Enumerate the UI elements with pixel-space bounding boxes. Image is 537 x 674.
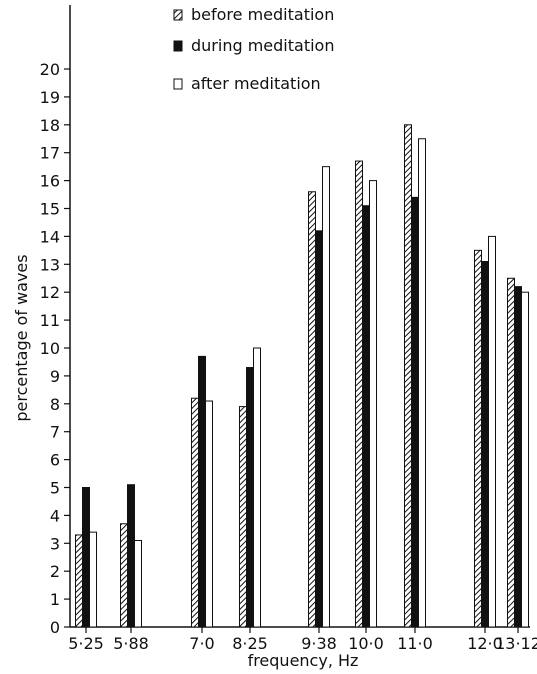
bar-solid xyxy=(481,261,489,628)
bar-open xyxy=(418,138,426,628)
bar-solid xyxy=(246,367,254,628)
legend-label: before meditation xyxy=(191,5,334,24)
x-tick-label: 12·0 xyxy=(467,634,503,653)
legend: before meditation during meditation after … xyxy=(173,5,334,93)
bars xyxy=(75,124,529,628)
y-tick-label: 15 xyxy=(40,200,60,219)
x-tick-label: 11·0 xyxy=(397,634,433,653)
bar-open xyxy=(369,180,377,628)
bar-open xyxy=(488,235,496,628)
y-tick-label: 0 xyxy=(50,618,60,637)
y-tick-label: 16 xyxy=(40,172,60,191)
x-tick-label: 13·12 xyxy=(495,634,537,653)
legend-label: during meditation xyxy=(191,36,334,55)
y-tick-label: 19 xyxy=(40,88,60,107)
y-tick-label: 1 xyxy=(50,590,60,609)
y-tick-label: 8 xyxy=(50,395,60,414)
bar-hatched xyxy=(239,406,247,628)
bar-open xyxy=(521,291,529,628)
y-tick-label: 3 xyxy=(50,534,60,553)
y-tick-label: 4 xyxy=(50,506,60,525)
x-tick-label: 8·25 xyxy=(232,634,268,653)
bar-hatched xyxy=(355,160,363,628)
y-tick-label: 6 xyxy=(50,451,60,470)
y-tick-label: 11 xyxy=(40,311,60,330)
bar-hatched xyxy=(191,397,199,628)
y-tick-label: 14 xyxy=(40,227,60,246)
y-tick-label: 2 xyxy=(50,562,60,581)
bar-solid xyxy=(82,487,90,628)
bar-hatched xyxy=(474,249,482,628)
y-tick-label: 5 xyxy=(50,479,60,498)
bar-hatched xyxy=(308,191,316,628)
x-tick-label: 7·0 xyxy=(189,634,214,653)
bar-solid xyxy=(198,355,206,628)
legend-swatch xyxy=(173,40,183,52)
bar-open xyxy=(253,347,261,628)
legend-swatch xyxy=(173,9,183,21)
x-tick-label: 10·0 xyxy=(348,634,384,653)
bar-open xyxy=(89,531,97,628)
bar-hatched xyxy=(404,124,412,628)
bar-open xyxy=(322,166,330,628)
x-axis-label: frequency, Hz xyxy=(248,651,359,670)
bar-hatched xyxy=(75,534,83,628)
legend-swatch xyxy=(173,78,183,90)
legend-label: after meditation xyxy=(191,74,321,93)
bar-hatched xyxy=(120,523,128,628)
bar-hatched xyxy=(507,277,515,628)
bar-solid xyxy=(362,205,370,628)
y-tick-label: 18 xyxy=(40,116,60,135)
x-tick-label: 5·25 xyxy=(68,634,104,653)
y-tick-label: 17 xyxy=(40,144,60,163)
y-tick-label: 7 xyxy=(50,423,60,442)
bar-solid xyxy=(411,196,419,628)
bar-open xyxy=(205,400,213,628)
bar-solid xyxy=(127,484,135,628)
y-axis-label: percentage of waves xyxy=(12,254,31,421)
bar-open xyxy=(134,540,142,628)
x-tick-label: 5·88 xyxy=(113,634,149,653)
y-tick-label: 10 xyxy=(40,339,60,358)
y-tick-label: 9 xyxy=(50,367,60,386)
y-tick-label: 12 xyxy=(40,283,60,302)
x-tick-label: 9·38 xyxy=(301,634,337,653)
y-tick-label: 20 xyxy=(40,60,60,79)
bar-solid xyxy=(315,230,323,628)
bar-solid xyxy=(514,286,522,628)
y-tick-label: 13 xyxy=(40,255,60,274)
